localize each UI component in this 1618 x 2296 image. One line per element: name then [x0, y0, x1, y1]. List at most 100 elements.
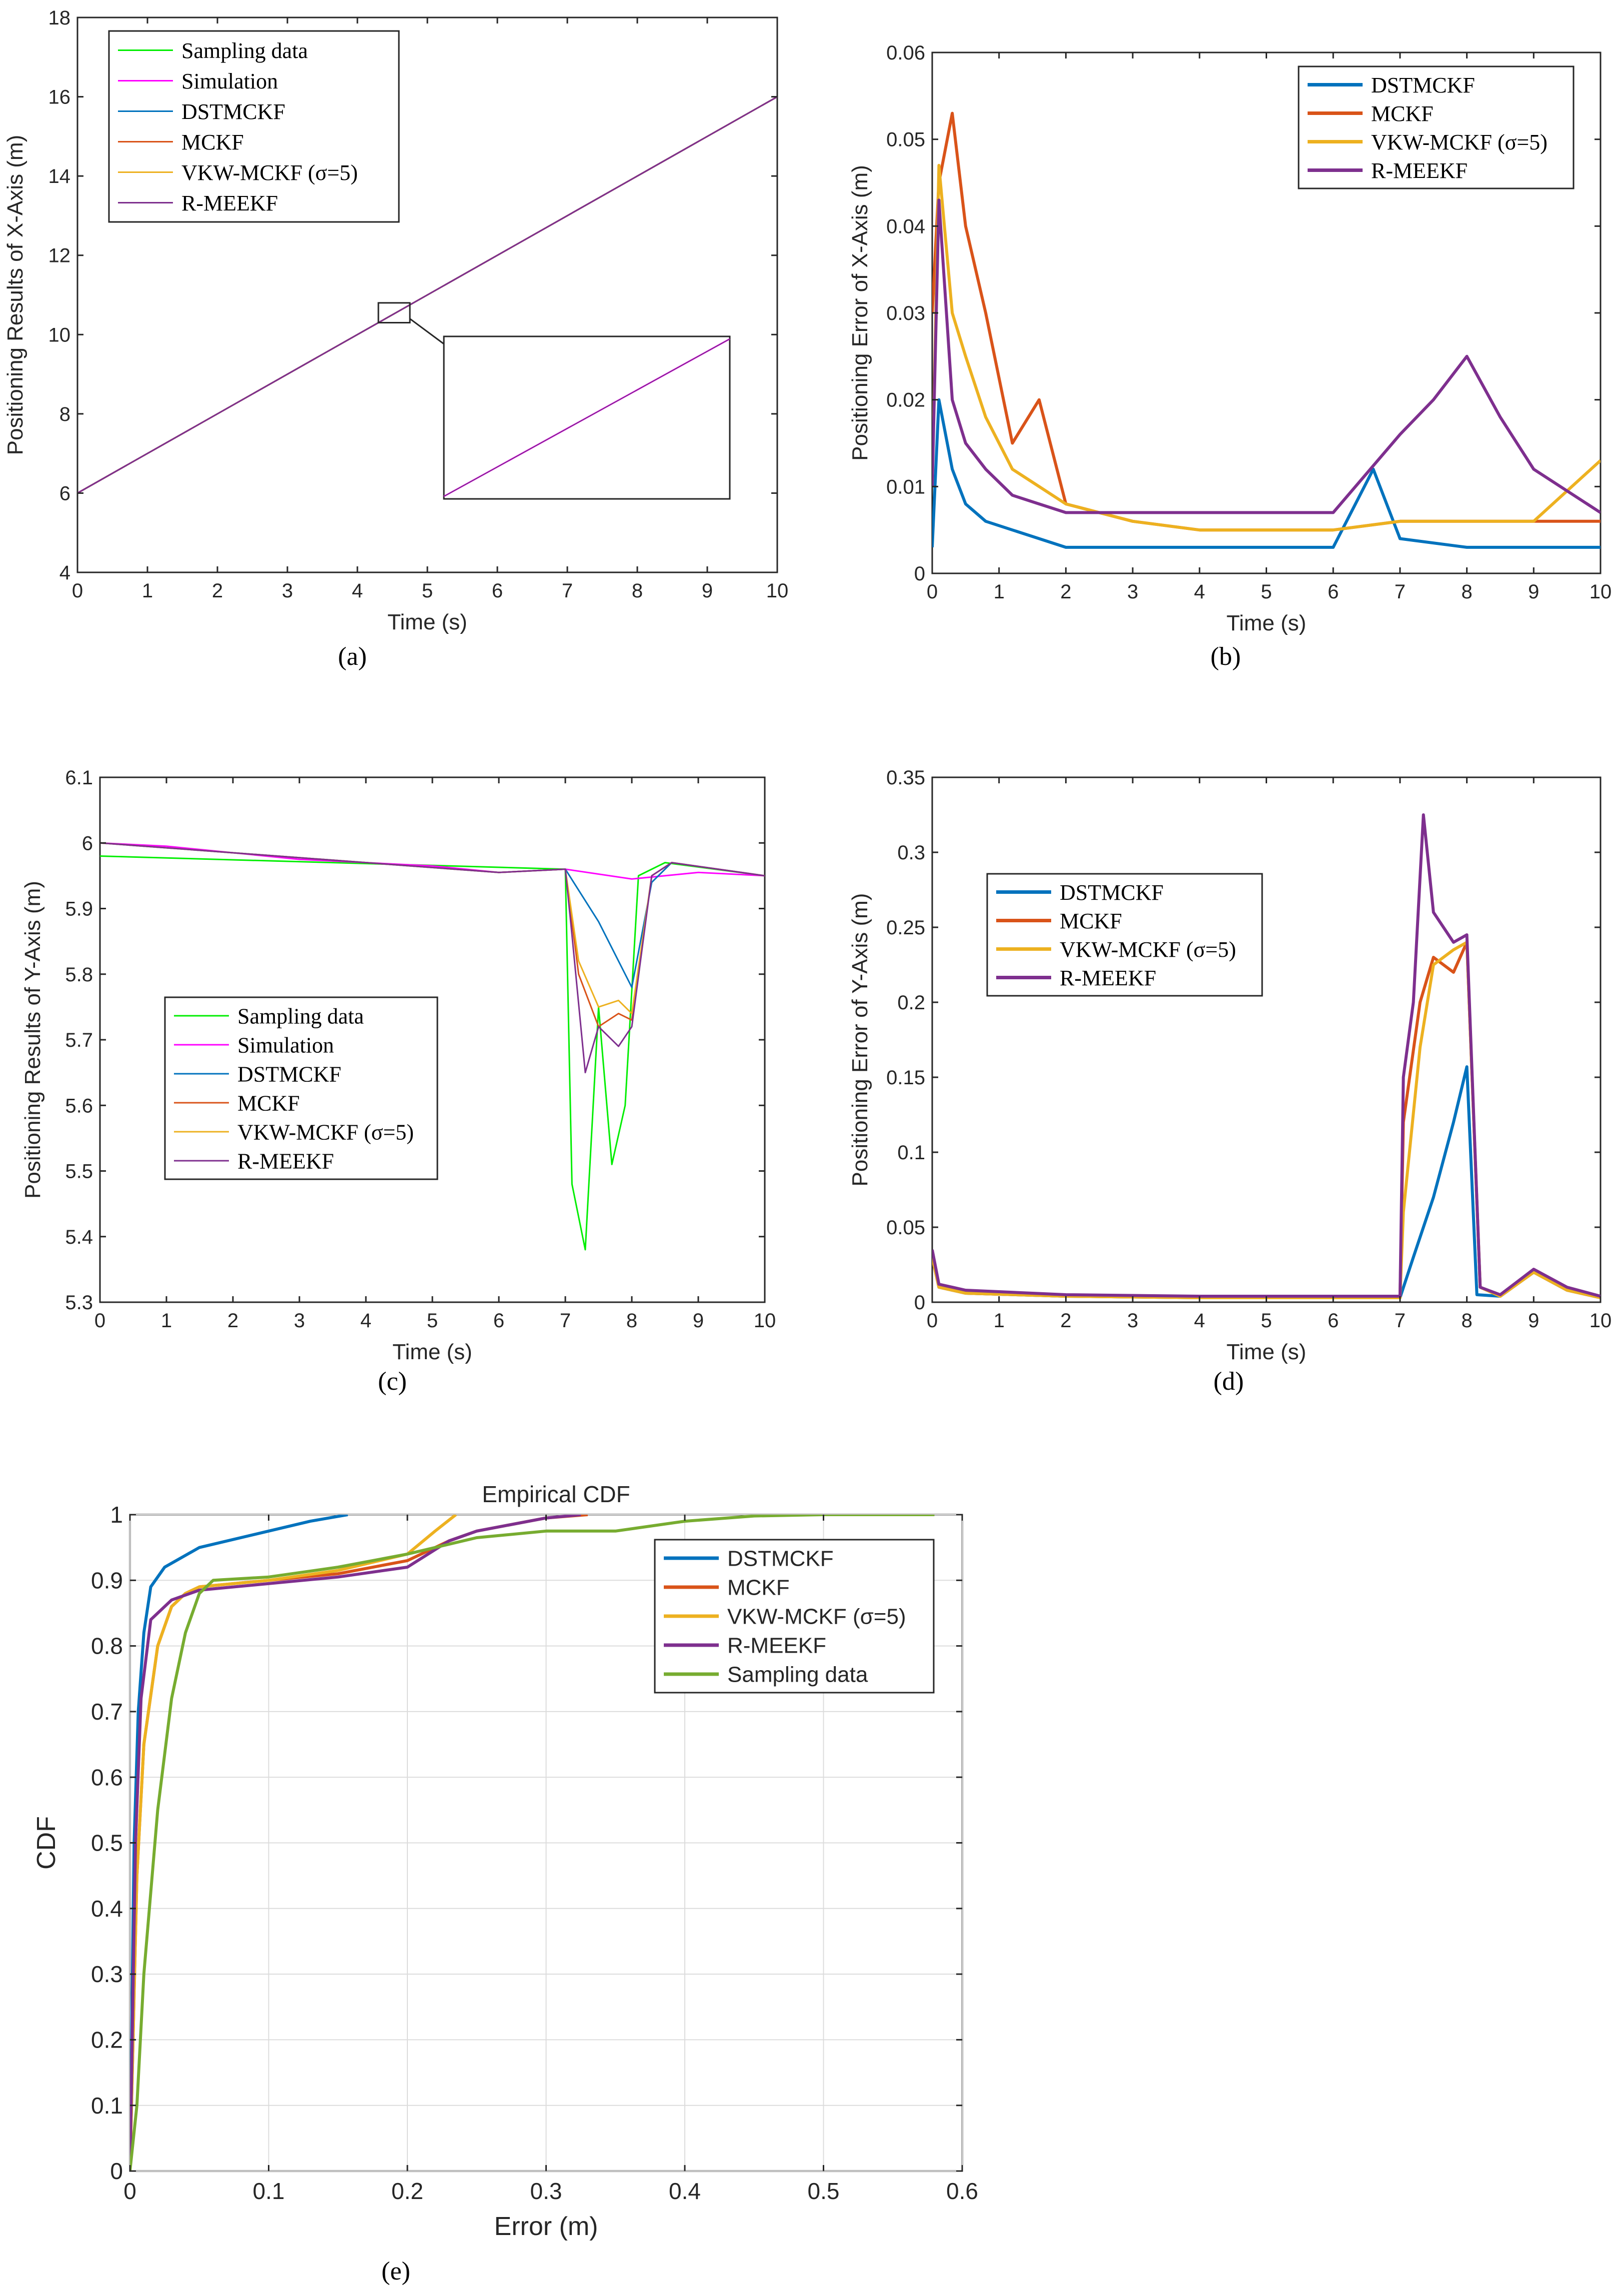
x-tick-label: 10 [1590, 1310, 1612, 1332]
y-tick-label: 0.01 [886, 476, 925, 498]
y-axis-label: CDF [32, 1816, 61, 1870]
series-group [932, 111, 1601, 549]
series-line-r-meekf [77, 96, 777, 494]
legend-entry: VKW-MCKF (σ=5) [1371, 130, 1548, 154]
x-tick-label: 5 [1261, 1310, 1272, 1332]
legend-entry: VKW-MCKF (σ=5) [727, 1604, 906, 1629]
legend-entry: Sampling data [237, 1004, 364, 1028]
y-tick-label: 5.3 [65, 1292, 93, 1314]
y-tick-label: 0.35 [886, 767, 925, 789]
series-line-sampling-data [100, 855, 765, 1251]
x-tick-label: 0.4 [669, 2178, 701, 2204]
inset-connector [409, 318, 444, 345]
series-group [100, 842, 765, 1251]
legend-entry: DSTMCKF [1371, 73, 1475, 97]
y-tick-label: 5.8 [65, 964, 93, 986]
x-tick-label: 8 [632, 580, 643, 602]
x-axis-label: Time (s) [387, 610, 467, 634]
x-tick-label: 8 [1461, 1310, 1472, 1332]
chart-panel-b: 0 1 2 3 4 5 6 7 8 9 10 0 0.01 0.02 0.03 0.04 0.05 0.06 Tim… [848, 42, 1612, 671]
legend-entry: DSTMCKF [1060, 880, 1164, 905]
series-line-dstmckf [130, 1515, 348, 2171]
chart-panel-c: 0 1 2 3 4 5 6 7 8 9 10 5.3 5.4 5.5 5.6 5.7 5.8 5.9 6 6.1 Tim… [20, 767, 776, 1396]
series-line-vkw-mckf-5- [130, 1515, 457, 2171]
x-axis-label: Time (s) [392, 1340, 472, 1364]
legend-entry: R-MEEKF [727, 1633, 826, 1658]
y-tick-label: 0.9 [91, 1567, 123, 1593]
y-tick-label: 5.7 [65, 1029, 93, 1051]
x-tick-label: 0 [94, 1310, 105, 1332]
x-tick-label: 4 [352, 580, 363, 602]
x-tick-label: 5 [427, 1310, 438, 1332]
chart-title: Empirical CDF [482, 1481, 630, 1507]
legend-entry: R-MEEKF [1060, 966, 1156, 990]
y-tick-label: 5.6 [65, 1095, 93, 1117]
y-tick-label: 0.6 [91, 1764, 123, 1790]
legend: DSTMCKF MCKF VKW-MCKF (σ=5) R-MEEKF [1298, 65, 1575, 189]
panel-label: (c) [378, 1367, 407, 1396]
x-tick-label: 6 [1328, 581, 1339, 603]
y-tick-label: 0.25 [886, 917, 925, 939]
legend-entry: VKW-MCKF (σ=5) [237, 1120, 414, 1144]
legend: Sampling data Simulation DSTMCKF MCKF VKW-MC… [164, 996, 438, 1180]
y-tick-label: 0.1 [897, 1142, 925, 1164]
x-tick-label: 0 [72, 580, 83, 602]
y-tick-label: 0.05 [886, 129, 925, 151]
x-tick-label: 10 [754, 1310, 776, 1332]
series-group [932, 813, 1601, 1299]
legend-entry: R-MEEKF [237, 1149, 334, 1173]
x-axis-label: Time (s) [1227, 611, 1307, 635]
plot-area [931, 776, 1602, 1303]
x-tick-label: 7 [1395, 581, 1406, 603]
series-line-r-meekf [932, 198, 1601, 514]
y-tick-label: 0 [110, 2158, 123, 2184]
legend: DSTMCKF MCKF VKW-MCKF (σ=5) R-MEEKF [986, 873, 1263, 997]
legend-entry: Simulation [237, 1033, 334, 1057]
legend-entry: Sampling data [727, 1662, 868, 1687]
x-tick-label: 8 [1461, 581, 1472, 603]
series-line-r-meekf [932, 813, 1601, 1298]
legend-entry: VKW-MCKF (σ=5) [1060, 937, 1236, 962]
legend: DSTMCKF MCKF VKW-MCKF (σ=5) R-MEEKF Sampling… [654, 1539, 935, 1694]
y-tick-label: 0.04 [886, 215, 925, 237]
y-tick-label: 6 [59, 482, 70, 504]
legend: Sampling data Simulation DSTMCKF MCKF VKW-MC… [108, 30, 400, 223]
x-tick-label: 1 [994, 1310, 1005, 1332]
y-tick-label: 4 [59, 562, 70, 584]
x-tick-label: 9 [1528, 581, 1539, 603]
series-group [77, 96, 777, 494]
x-tick-label: 9 [702, 580, 713, 602]
y-tick-label: 5.9 [65, 898, 93, 920]
x-tick-label: 1 [142, 580, 153, 602]
legend-box [986, 873, 1263, 997]
legend-entry: Simulation [181, 69, 278, 93]
chart-panel-d: 0 1 2 3 4 5 6 7 8 9 10 0 0.05 0.1 0.15 0.2 0.25 0.3 0.35 Ti… [848, 767, 1612, 1396]
legend-box [1298, 65, 1575, 189]
x-axis-label: Error (m) [494, 2212, 598, 2241]
y-axis-label: Positioning Error of Y-Axis (m) [848, 893, 872, 1187]
legend-entry: DSTMCKF [237, 1062, 341, 1086]
x-tick-label: 3 [1127, 1310, 1138, 1332]
y-tick-label: 0 [914, 563, 925, 585]
x-tick-label: 7 [560, 1310, 571, 1332]
x-tick-label: 4 [1194, 1310, 1205, 1332]
panel-label: (a) [338, 642, 367, 671]
y-tick-label: 1 [110, 1502, 123, 1528]
legend-box [164, 996, 438, 1180]
legend-box [108, 30, 400, 223]
x-tick-label: 5 [422, 580, 433, 602]
x-tick-label: 2 [1060, 581, 1071, 603]
panel-label: (e) [381, 2257, 410, 2286]
y-tick-label: 8 [59, 403, 70, 425]
y-axis-label: Positioning Results of Y-Axis (m) [20, 881, 45, 1199]
x-tick-label: 0 [927, 581, 938, 603]
x-tick-label: 1 [161, 1310, 172, 1332]
y-tick-label: 0.2 [91, 2027, 123, 2053]
y-axis-label: Positioning Error of X-Axis (m) [848, 165, 872, 461]
x-tick-label: 8 [626, 1310, 637, 1332]
y-tick-label: 0.1 [91, 2093, 123, 2119]
y-tick-label: 6.1 [65, 767, 93, 789]
series-line-r-meekf [100, 842, 765, 1074]
